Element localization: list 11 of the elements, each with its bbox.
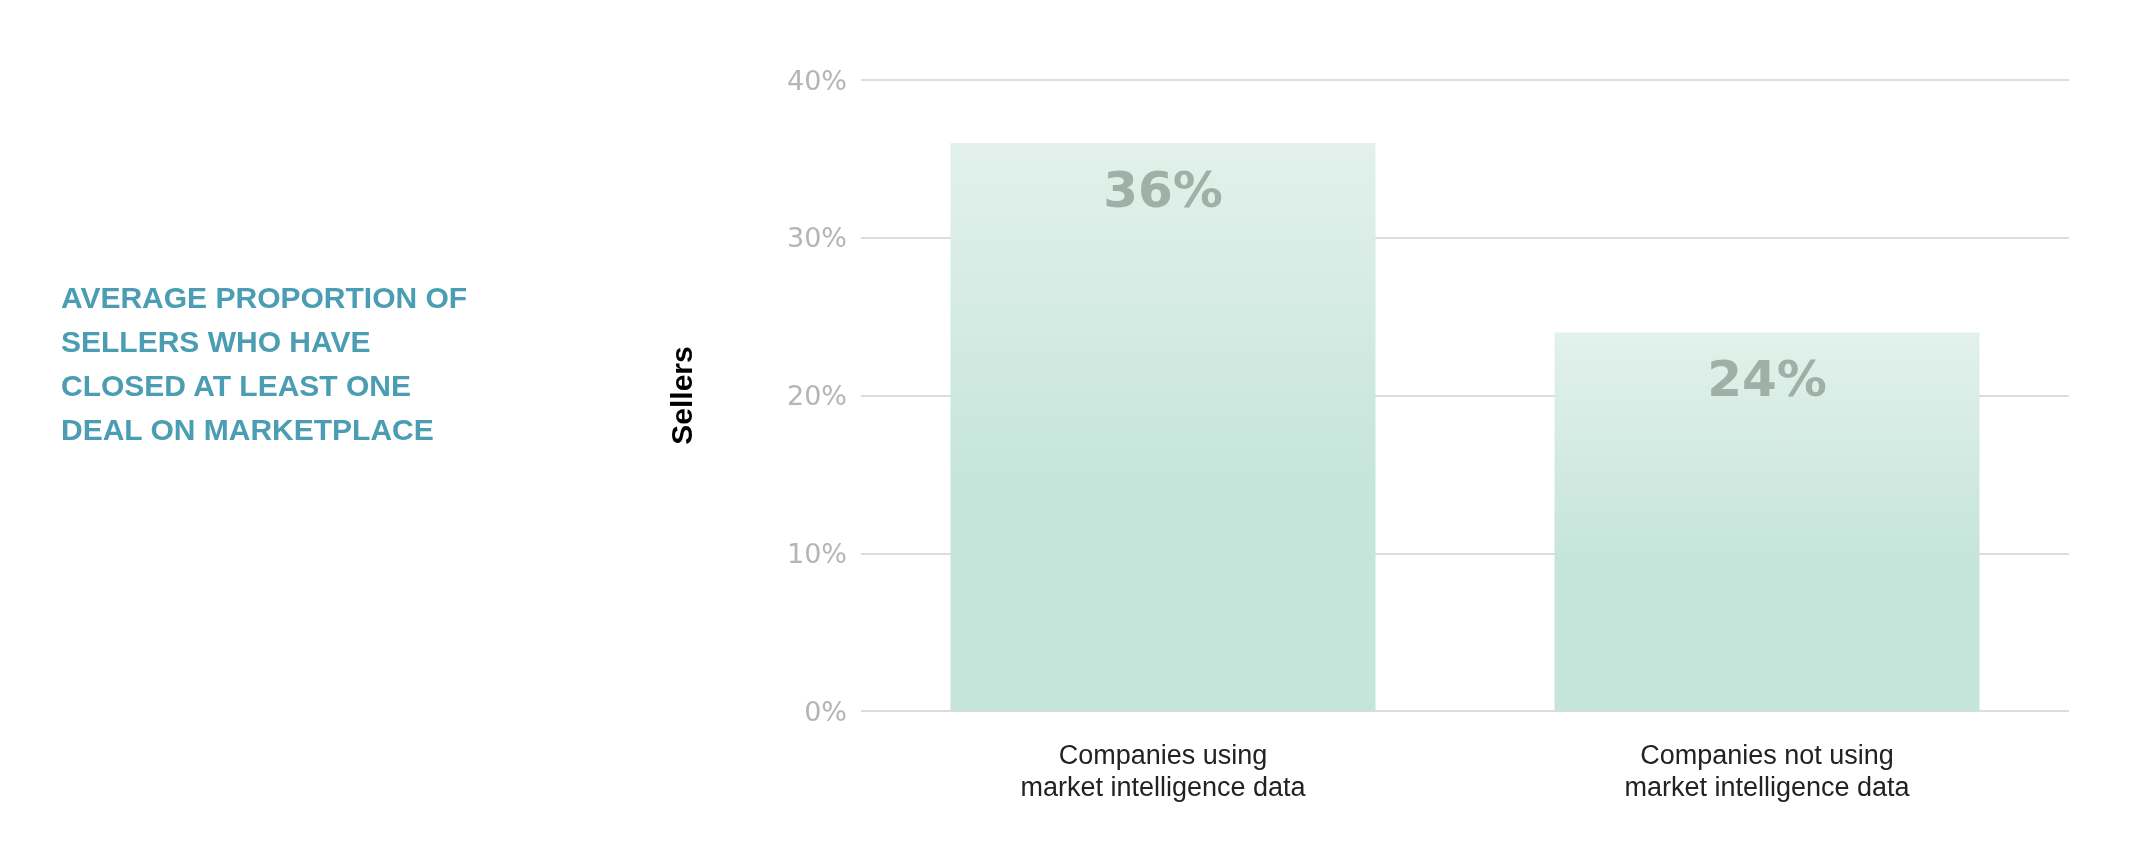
data-label: 24% [1707, 350, 1827, 409]
y-tick-label: 0% [804, 695, 847, 727]
x-tick-label: Companies using market intelligence data [1020, 740, 1307, 802]
y-tick-label: 40% [786, 64, 847, 96]
data-label: 36% [1103, 161, 1223, 220]
y-axis-title: Sellers [664, 346, 698, 445]
text: AVERAGE PROPORTION OF SELLERS WHO HAVE CLOSED AT LEAST ONE DEAL ON MARKETPLACE [61, 280, 476, 446]
y-tick-label: 30% [786, 222, 847, 254]
y-tick-label: 10% [786, 537, 847, 569]
y-tick-label: 20% [786, 380, 847, 411]
x-tick-label: Companies not using market intelligence data [1624, 740, 1911, 802]
